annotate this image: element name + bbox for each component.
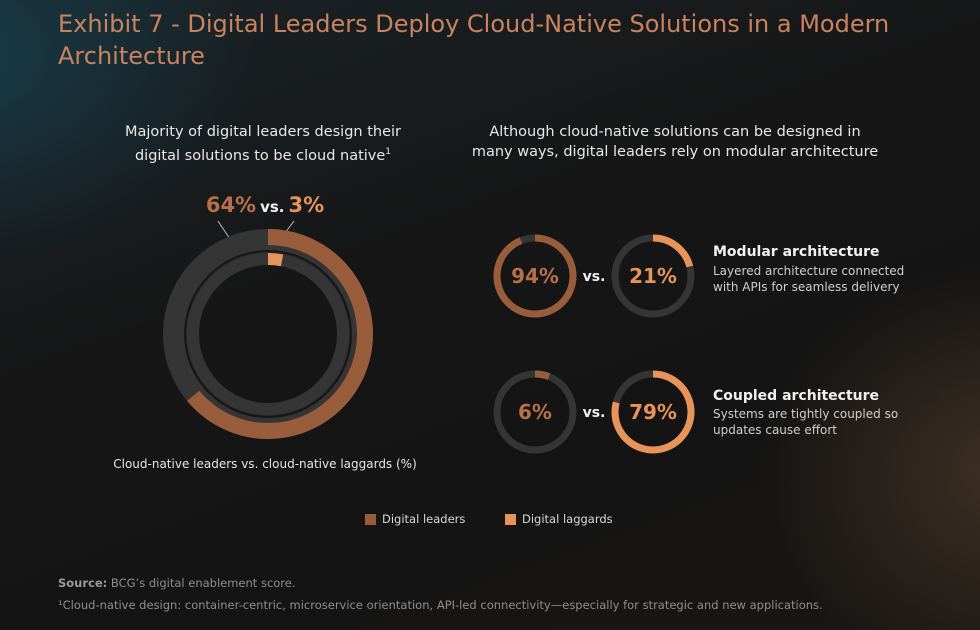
coupled-vs-label: vs.	[583, 405, 606, 421]
right-subhead: Although cloud-native solutions can be d…	[471, 124, 879, 160]
legend-leaders-label: Digital leaders	[382, 512, 466, 526]
laggards-swatch	[505, 513, 516, 525]
laggards-inner-track	[187, 253, 349, 415]
coupled-laggards-donut	[611, 370, 695, 454]
vs-label: vs.	[260, 198, 285, 216]
leaders-swatch	[365, 513, 376, 525]
footnote: ¹Cloud-native design: container-centric,…	[58, 598, 823, 612]
source-text: BCG’s digital enablement score.	[110, 576, 296, 590]
modular-description: Layered architecture connected with APIs…	[713, 264, 905, 294]
coupled-leaders-arc	[534, 370, 551, 380]
main-donut-inner	[187, 253, 349, 415]
leaders-value-label: 64%	[205, 193, 257, 217]
modular-leaders-donut	[493, 234, 577, 318]
legend-laggards-label: Digital laggards	[522, 512, 613, 526]
source-note: Source: BCG’s digital enablement score.	[58, 576, 296, 590]
coupled-title: Coupled architecture	[713, 388, 880, 404]
laggards-value-label: 3%	[288, 193, 325, 217]
legend-item-laggards: Digital laggards	[505, 512, 613, 526]
exhibit-title: Exhibit 7 - Digital Leaders Deploy Cloud…	[58, 10, 890, 70]
modular-title: Modular architecture	[713, 244, 880, 260]
modular-vs-label: vs.	[583, 269, 606, 285]
coupled-laggards-arc	[611, 370, 695, 454]
coupled-leaders-donut	[493, 370, 577, 454]
modular-laggards-label: 21%	[629, 264, 677, 288]
coupled-description: Systems are tightly coupled so updates c…	[713, 407, 899, 437]
legend-item-leaders: Digital leaders	[365, 512, 465, 526]
coupled-laggards-label: 79%	[629, 400, 677, 424]
left-chart-caption: Cloud-native leaders vs. cloud-native la…	[113, 457, 417, 471]
footnote-marker: 1	[385, 147, 392, 157]
source-label: Source:	[58, 576, 108, 590]
modular-leaders-label: 94%	[511, 264, 559, 288]
main-donut-labels: 64% vs. 3%	[160, 193, 370, 217]
main-donut-outer	[163, 229, 373, 439]
left-subhead: Majority of digital leaders design their…	[124, 124, 401, 164]
coupled-leaders-label: 6%	[518, 400, 552, 424]
modular-laggards-arc	[652, 234, 694, 268]
leaders-arc	[187, 229, 373, 439]
modular-leaders-arc	[493, 234, 577, 318]
modular-laggards-donut	[611, 234, 695, 318]
laggards-inner-arc	[267, 253, 284, 267]
